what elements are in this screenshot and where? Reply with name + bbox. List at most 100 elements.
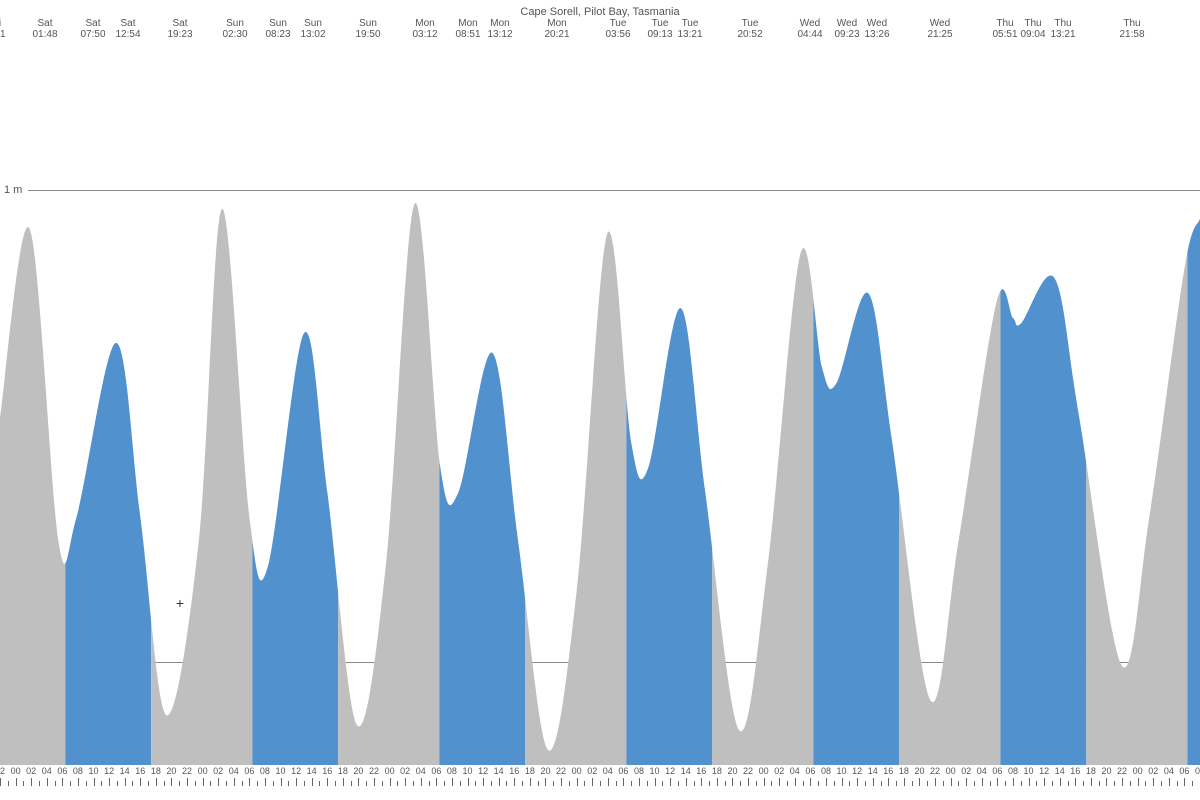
x-tick-major	[234, 778, 235, 786]
x-tick-major	[935, 778, 936, 786]
x-tick-major	[421, 778, 422, 786]
x-hour-label: 14	[681, 766, 691, 776]
tide-time-label: Sat01:48	[32, 18, 57, 40]
tide-time-label: Tue03:56	[605, 18, 630, 40]
x-hour-label: 02	[587, 766, 597, 776]
x-tick-minor	[896, 781, 897, 786]
x-tick-major	[296, 778, 297, 786]
x-tick-major	[655, 778, 656, 786]
x-tick-minor	[148, 781, 149, 786]
x-hour-label: 10	[650, 766, 660, 776]
x-tick-minor	[1021, 781, 1022, 786]
tide-time-label: Sun13:02	[300, 18, 325, 40]
x-hour-label: 12	[478, 766, 488, 776]
tide-time-label: Tue13:21	[677, 18, 702, 40]
tide-time-label: i01	[0, 18, 6, 40]
x-hour-label: 22	[182, 766, 192, 776]
tide-time-label: Tue20:52	[737, 18, 762, 40]
x-tick-major	[1184, 778, 1185, 786]
x-hour-label: 14	[307, 766, 317, 776]
x-tick-major	[997, 778, 998, 786]
tide-time-label: Mon13:12	[487, 18, 512, 40]
x-hour-label: 22	[556, 766, 566, 776]
x-tick-major	[1106, 778, 1107, 786]
x-tick-minor	[1130, 781, 1131, 786]
x-tick-major	[608, 778, 609, 786]
x-tick-major	[1060, 778, 1061, 786]
x-axis: 2200020406081012141618202200020406081012…	[0, 765, 1200, 800]
x-tick-major	[31, 778, 32, 786]
tide-chart: Cape Sorell, Pilot Bay, Tasmania i01Sat0…	[0, 0, 1200, 800]
x-tick-minor	[849, 781, 850, 786]
x-tick-major	[0, 778, 1, 786]
x-tick-minor	[55, 781, 56, 786]
x-hour-label: 14	[868, 766, 878, 776]
x-tick-major	[78, 778, 79, 786]
tide-time-label: Wed09:23	[834, 18, 859, 40]
x-tick-major	[281, 778, 282, 786]
x-tick-major	[966, 778, 967, 786]
x-hour-label: 08	[447, 766, 457, 776]
x-hour-label: 00	[946, 766, 956, 776]
x-hour-label: 22	[1117, 766, 1127, 776]
x-tick-major	[109, 778, 110, 786]
x-hour-label: 18	[899, 766, 909, 776]
x-tick-minor	[179, 781, 180, 786]
x-tick-major	[561, 778, 562, 786]
tide-time-label: Wed13:26	[864, 18, 889, 40]
x-tick-major	[1122, 778, 1123, 786]
x-tick-major	[156, 778, 157, 786]
x-tick-major	[857, 778, 858, 786]
x-tick-minor	[101, 781, 102, 786]
x-hour-label: 22	[0, 766, 5, 776]
x-hour-label: 04	[229, 766, 239, 776]
x-hour-label: 08	[73, 766, 83, 776]
x-tick-minor	[616, 781, 617, 786]
tide-time-label: Sat19:23	[167, 18, 192, 40]
x-tick-minor	[740, 781, 741, 786]
x-tick-major	[732, 778, 733, 786]
x-tick-minor	[335, 781, 336, 786]
x-tick-minor	[257, 781, 258, 786]
x-tick-major	[62, 778, 63, 786]
x-tick-major	[514, 778, 515, 786]
x-tick-minor	[771, 781, 772, 786]
x-hour-label: 20	[540, 766, 550, 776]
x-tick-minor	[553, 781, 554, 786]
x-tick-major	[873, 778, 874, 786]
x-tick-major	[1029, 778, 1030, 786]
x-hour-label: 06	[805, 766, 815, 776]
x-hour-label: 06	[431, 766, 441, 776]
x-hour-label: 06	[57, 766, 67, 776]
x-tick-major	[748, 778, 749, 786]
x-tick-major	[327, 778, 328, 786]
x-tick-major	[1169, 778, 1170, 786]
x-tick-major	[405, 778, 406, 786]
x-tick-minor	[1161, 781, 1162, 786]
x-hour-label: 16	[322, 766, 332, 776]
x-tick-major	[468, 778, 469, 786]
x-tick-minor	[990, 781, 991, 786]
x-hour-label: 06	[244, 766, 254, 776]
tide-time-label: Sun08:23	[265, 18, 290, 40]
x-tick-minor	[132, 781, 133, 786]
x-tick-major	[452, 778, 453, 786]
x-tick-minor	[569, 781, 570, 786]
x-tick-minor	[444, 781, 445, 786]
x-hour-label: 04	[603, 766, 613, 776]
x-tick-minor	[288, 781, 289, 786]
x-tick-minor	[912, 781, 913, 786]
x-tick-major	[888, 778, 889, 786]
x-tick-minor	[366, 781, 367, 786]
x-hour-label: 22	[743, 766, 753, 776]
x-hour-label: 04	[42, 766, 52, 776]
cursor-marker: +	[176, 595, 184, 611]
x-tick-minor	[413, 781, 414, 786]
x-tick-minor	[460, 781, 461, 786]
x-tick-minor	[974, 781, 975, 786]
tide-time-label: Mon08:51	[455, 18, 480, 40]
x-hour-label: 08	[1195, 766, 1200, 776]
x-tick-minor	[958, 781, 959, 786]
x-tick-minor	[943, 781, 944, 786]
tide-time-label: Wed04:44	[797, 18, 822, 40]
